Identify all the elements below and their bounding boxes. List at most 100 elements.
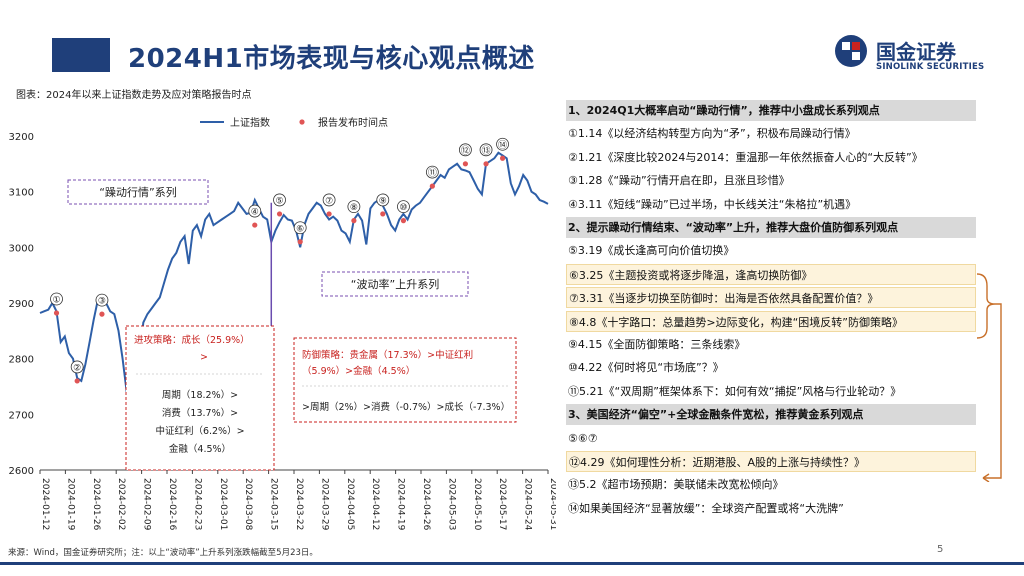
marker-badge (273, 193, 286, 207)
offense-strategy-line: 中证红利（6.2%）> (155, 425, 244, 437)
phase1-box (67, 179, 209, 205)
marker-badge (50, 292, 63, 306)
offense-strategy-title: 进攻策略：成长（25.9%） (134, 334, 250, 346)
x-tick-label: 2024-02-23 (192, 478, 202, 530)
report-item: ⑥3.25《主题投资或将逐步降温，逢高切换防御》 (566, 263, 976, 285)
logo-mark-icon (835, 35, 867, 67)
marker-label: ⑫ (461, 145, 470, 156)
x-tick-label: 2024-02-16 (167, 478, 177, 531)
defense-strategy-line2: （5.9%）>金融（4.5%） (302, 365, 415, 377)
bottom-rule (0, 562, 1024, 565)
marker-label: ⑬ (482, 145, 491, 156)
x-tick-label: 2024-02-02 (116, 478, 126, 530)
report-item: ⑬5.2《超市场预期：美联储未改宽松倾向》 (568, 478, 784, 492)
report-marker (400, 218, 407, 224)
series-line (39, 151, 549, 416)
y-tick-label: 3100 (9, 188, 34, 199)
section-heading: 1、2024Q1大概率启动“躁动行情”，推荐中小盘成长系列观点 (566, 100, 976, 121)
marker-badge (397, 200, 410, 214)
offense-strategy-line: 消费（13.7%）> (162, 407, 238, 419)
section-heading: 2、提示躁动行情结束、“波动率”上升，推荐大盘价值防御系列观点 (566, 217, 976, 238)
report-item: ①1.14《以经济结构转型方向为“矛”，积极布局躁动行情》 (568, 127, 856, 141)
defense-strategy-box (293, 337, 517, 423)
report-item: ④3.11《短线“躁动”已过半场，中长线关注“朱格拉”机遇》 (568, 197, 857, 211)
y-tick-label: 3000 (9, 243, 34, 254)
offense-strategy-line: 金融（4.5%） (169, 443, 231, 455)
marker-badge (496, 137, 509, 151)
y-tick-label: 2700 (9, 410, 34, 421)
marker-label: ⑨ (379, 196, 387, 206)
x-tick-label: 2024-05-17 (497, 478, 507, 530)
marker-label: ① (52, 296, 60, 306)
phase1-label: “躁动行情”系列 (99, 185, 176, 199)
offense-strategy-line: 周期（18.2%）> (162, 389, 238, 401)
marker-badge (293, 221, 307, 235)
report-marker (380, 211, 386, 217)
marker-badge (70, 360, 84, 374)
report-item: ⑪5.21《“双周期”框架体系下：如何有效“捕捉”风格与行业轮动？》 (568, 384, 902, 398)
x-tick-label: 2024-04-19 (396, 478, 406, 531)
report-marker (429, 183, 435, 189)
report-marker (53, 310, 60, 316)
y-tick-label: 3200 (9, 132, 34, 143)
report-item: ⑫4.29《如何理性分析：近期港股、A股的上涨与持续性？》 (566, 451, 976, 472)
marker-badge (479, 143, 493, 157)
index-line-chart: 2600 2700 2800 2900 3000 3100 3200 2024-01-12 20… (9, 116, 556, 531)
marker-badge (95, 293, 109, 307)
x-tick-label: 2024-05-31 (548, 478, 556, 530)
logo-name-cn: 国金证券 (876, 40, 956, 64)
report-item: ⑭如果美国经济“显著放缓”：全球资产配置或将“大洗牌” (568, 501, 844, 515)
report-marker (462, 161, 468, 167)
y-tick-label: 2800 (9, 355, 34, 366)
x-tick-label: 2024-02-09 (142, 478, 152, 531)
marker-label: ⑪ (428, 168, 437, 179)
defense-strategy-line1: 防御策略：贵金属（17.3%）>中证红利 (302, 349, 473, 361)
report-item: ⑤3.19《成长逢高可向价值切换》 (568, 244, 735, 258)
marker-label: ⑤ (276, 196, 284, 206)
page-number: 5 (937, 544, 944, 555)
logo-name-en: SINOLINK SECURITIES (876, 62, 985, 72)
marker-label: ④ (251, 208, 259, 218)
page-title: 2024H1市场表现与核心观点概述 (128, 44, 535, 74)
report-marker (297, 239, 303, 245)
marker-badge (458, 143, 472, 157)
legend-series-label: 上证指数 (230, 116, 270, 129)
report-item: ③1.28《“躁动”行情开启在即，且涨且珍惜》 (568, 174, 790, 188)
x-tick-label: 2024-03-29 (319, 478, 329, 531)
report-marker (74, 378, 80, 384)
report-marker (499, 155, 506, 161)
section-heading: 3、美国经济“偏空”+全球金融条件宽松，推荐黄金系列观点 (566, 404, 976, 426)
report-marker (276, 211, 283, 217)
bracket-arrow-icon (976, 273, 1002, 482)
x-tick-label: 2024-05-10 (472, 478, 482, 531)
report-marker (483, 161, 489, 167)
report-marker (252, 222, 258, 228)
report-item: ⑧4.8《十字路口：总量趋势>边际变化，构建“困境反转”防御策略》 (566, 310, 976, 332)
phase2-label: “波动率”上升系列 (351, 277, 439, 291)
chart-caption: 图表：2024年以来上证指数走势及应对策略报告时点 (16, 90, 252, 101)
x-tick-label: 2024-01-12 (40, 478, 50, 530)
marker-badge (322, 193, 336, 207)
report-item: ②1.21《深度比较2024与2014：重温那一年依然振奋人心的“大反转”》 (568, 150, 923, 164)
legend-marker-swatch (299, 119, 305, 125)
marker-label: ⑭ (498, 140, 507, 151)
title-accent-bar (52, 38, 110, 72)
marker-label: ⑧ (350, 203, 358, 213)
report-marker (351, 218, 357, 224)
report-marker (326, 211, 332, 217)
company-logo: 国金证券 SINOLINK SECURITIES (834, 30, 1014, 80)
phase2-box (321, 271, 469, 297)
x-tick-label: 2024-03-22 (294, 478, 304, 530)
marker-badge (347, 200, 361, 214)
x-tick-label: 2024-05-24 (523, 478, 533, 531)
y-tick-label: 2600 (9, 466, 34, 477)
y-tick-label: 2900 (9, 299, 34, 310)
marker-label: ⑦ (325, 196, 333, 206)
marker-badge (425, 165, 439, 179)
x-tick-label: 2024-04-26 (421, 478, 431, 531)
marker-label: ⑥ (296, 224, 304, 234)
report-item: ⑨4.15《全面防御策略：三条线索》 (568, 338, 746, 351)
x-tick-label: 2024-01-19 (65, 478, 75, 531)
source-note: 来源：Wind，国金证券研究所；注：以上“波动率”上升系列涨跌幅截至5月23日。 (8, 548, 318, 558)
x-tick-label: 2024-04-12 (370, 478, 380, 530)
